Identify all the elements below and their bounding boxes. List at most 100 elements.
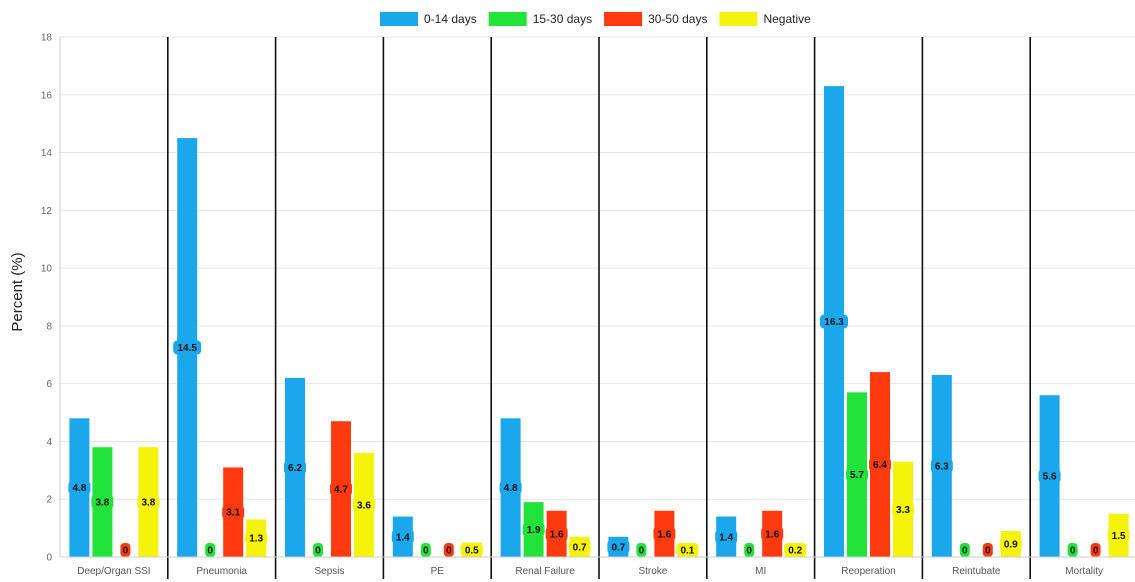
data-label-background	[653, 526, 676, 541]
data-label-background	[676, 543, 699, 557]
x-tick-label: PE	[431, 566, 445, 577]
data-label: 0	[423, 546, 429, 557]
data-label-background	[391, 529, 414, 544]
data-label-background	[545, 526, 568, 541]
data-label: 1.4	[396, 532, 410, 543]
data-label: 3.8	[141, 498, 155, 509]
data-label: 0	[985, 546, 991, 557]
data-label: 1.6	[550, 529, 564, 540]
x-tick-label: Reoperation	[841, 566, 895, 577]
data-label: 5.7	[850, 470, 864, 481]
data-label: 0	[207, 546, 213, 557]
legend-swatch	[719, 12, 758, 26]
data-label: 0.7	[611, 542, 625, 553]
data-label: 5.6	[1043, 472, 1057, 483]
data-label: 3.6	[357, 501, 371, 512]
data-label: 0	[746, 546, 752, 557]
data-label-background	[568, 539, 591, 554]
y-tick-label: 18	[41, 33, 53, 44]
data-label: 1.5	[1112, 531, 1126, 542]
data-label-background	[744, 543, 755, 557]
y-tick-label: 2	[46, 495, 52, 506]
legend: 0-14 days 15-30 days 30-50 days Negative	[380, 12, 811, 26]
data-label: 4.7	[334, 485, 348, 496]
data-label-background	[173, 340, 202, 355]
data-label-background	[607, 539, 630, 554]
data-label: 14.5	[177, 343, 197, 354]
x-tick-label: Reintubate	[952, 566, 1001, 577]
axes: 0 2 4 6 8 10 12 14 16 18 Deep/Organ SSI Pneumonia Se…	[41, 33, 1135, 577]
x-tick-label: Deep/Organ SSI	[77, 566, 150, 577]
y-tick-label: 6	[46, 379, 52, 390]
data-label-background	[869, 457, 891, 472]
y-tick-label: 4	[46, 437, 52, 448]
data-label-background	[137, 495, 160, 510]
legend-label: 15-30 days	[533, 12, 592, 26]
data-label: 1.9	[527, 525, 541, 536]
data-label: 0.2	[788, 546, 802, 557]
data-label-background	[499, 480, 522, 495]
y-tick-label: 10	[41, 264, 53, 275]
data-label-background	[313, 543, 323, 557]
data-label: 4.8	[504, 483, 518, 494]
y-tick-label: 12	[41, 206, 53, 217]
data-label-background	[91, 495, 114, 510]
data-label: 6.4	[873, 460, 887, 471]
data-label-background	[120, 543, 131, 557]
data-label: 3.3	[896, 505, 910, 516]
data-label-background	[715, 529, 738, 544]
x-tick-label: Renal Failure	[515, 566, 575, 577]
data-label: 0	[1093, 546, 1099, 557]
legend-label: 0-14 days	[424, 12, 477, 26]
data-label: 16.3	[824, 317, 844, 328]
data-label: 0.1	[680, 546, 694, 557]
data-label-background	[930, 459, 953, 473]
data-label-background	[443, 543, 454, 557]
x-tick-label: Stroke	[638, 566, 667, 577]
data-label-background	[892, 502, 914, 517]
y-axis-title: Percent (%)	[9, 252, 26, 331]
data-label-background	[1090, 543, 1101, 557]
data-label: 0	[639, 546, 645, 557]
data-label: 1.4	[719, 532, 733, 543]
y-tick-label: 0	[46, 553, 52, 564]
data-label: 0	[446, 546, 452, 557]
y-tick-label: 8	[46, 321, 52, 332]
data-label: 0.9	[1004, 540, 1018, 551]
data-label-background	[68, 480, 91, 495]
legend-swatch	[604, 12, 643, 26]
data-label: 1.6	[765, 529, 779, 540]
data-label: 0.7	[573, 542, 587, 553]
data-label-background	[982, 543, 993, 557]
data-label: 6.2	[288, 463, 302, 474]
data-label-background	[245, 531, 268, 546]
grid-lines	[60, 36, 1135, 558]
y-tick-label: 16	[41, 90, 53, 101]
data-label: 3.8	[95, 498, 109, 509]
data-label-background	[636, 543, 647, 557]
data-label: 0	[962, 546, 968, 557]
x-tick-label: Pneumonia	[196, 566, 247, 577]
data-label: 0	[315, 546, 321, 557]
data-label: 1.3	[249, 534, 263, 545]
legend-label: 30-50 days	[648, 12, 707, 26]
data-label-background	[1038, 469, 1061, 484]
data-label: 4.8	[72, 483, 86, 494]
data-label-background	[761, 526, 784, 541]
data-label-background	[522, 522, 545, 537]
data-label-background	[284, 460, 306, 475]
data-label-background	[205, 543, 216, 557]
data-label-background	[1067, 543, 1078, 557]
data-label-background	[820, 314, 848, 329]
data-label-background	[959, 543, 970, 557]
data-label-background	[420, 543, 431, 557]
x-tick-label: MI	[755, 566, 766, 577]
data-label: 0	[1070, 546, 1076, 557]
legend-label: Negative	[763, 12, 811, 26]
data-label: 3.1	[226, 508, 240, 519]
y-tick-label: 14	[41, 148, 53, 159]
data-label-background	[222, 505, 245, 520]
data-label-background	[353, 498, 375, 512]
